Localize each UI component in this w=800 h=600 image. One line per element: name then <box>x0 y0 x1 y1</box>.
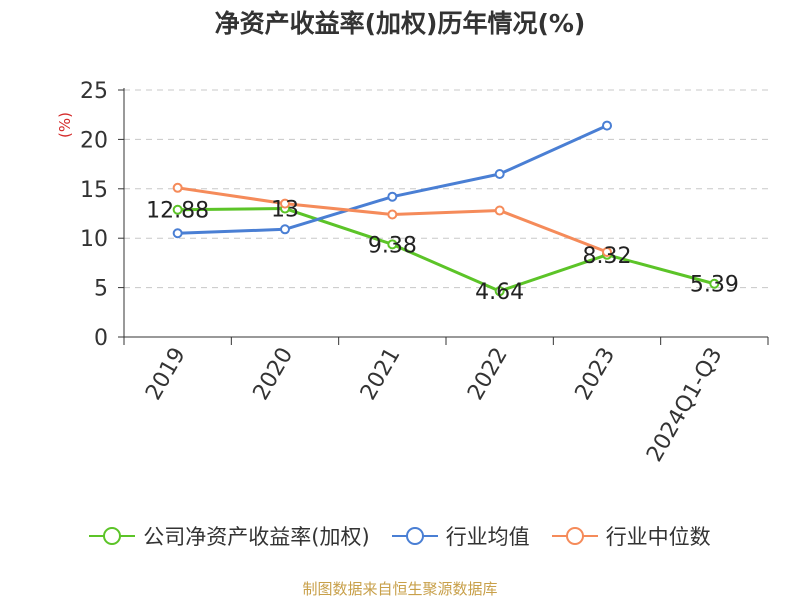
data-label: 12.88 <box>146 199 209 224</box>
data-point <box>494 168 505 179</box>
y-axis-label: (%) <box>56 112 74 138</box>
x-tick-label: 2022 <box>463 344 513 405</box>
data-point <box>280 224 290 235</box>
data-point <box>387 191 398 202</box>
x-tick-label: 2023 <box>571 344 621 405</box>
y-tick-label: 0 <box>94 326 108 351</box>
legend-line-circle-icon <box>89 527 136 545</box>
legend-line-circle-icon <box>391 527 438 545</box>
legend-item-industry-median[interactable]: 行业中位数 <box>551 521 711 551</box>
x-tick-label: 2024Q1-Q3 <box>642 344 727 467</box>
grid-lines <box>124 89 768 289</box>
data-labels: 12.88 13 9.38 4.64 8.32 5.39 <box>146 198 739 306</box>
data-point <box>172 228 183 239</box>
legend-label: 行业中位数 <box>605 525 711 549</box>
series-line-0 <box>177 207 715 293</box>
x-tick-label: 2021 <box>356 344 406 405</box>
data-point <box>494 286 505 297</box>
legend-label: 公司净资产收益率(加权) <box>143 525 370 549</box>
y-tick-label: 25 <box>80 79 108 104</box>
y-tick-label: 20 <box>80 128 108 153</box>
data-point <box>494 205 505 216</box>
data-label: 5.39 <box>690 273 739 298</box>
legend-item-company-roe[interactable]: 公司净资产收益率(加权) <box>89 521 370 551</box>
data-point <box>172 182 183 193</box>
series-lines <box>172 120 720 297</box>
chart-title: 净资产收益率(加权)历年情况(%) <box>214 9 586 38</box>
legend: 公司净资产收益率(加权) 行业均值 行业中位数 <box>0 518 800 554</box>
data-label: 8.32 <box>583 244 632 269</box>
y-tick-label: 10 <box>80 227 108 252</box>
x-tick-label: 2020 <box>249 344 299 405</box>
legend-label: 行业均值 <box>445 525 530 549</box>
axes: 0 5 10 15 20 25 (%) 2019 2020 2021 2022 2023 2024Q1-… <box>56 79 769 467</box>
data-point <box>172 204 183 215</box>
x-tick-label: 2019 <box>141 344 191 405</box>
legend-line-circle-icon <box>551 527 598 545</box>
y-tick-label: 15 <box>80 178 108 203</box>
source-note: 制图数据来自恒生聚源数据库 <box>302 580 498 598</box>
y-tick-label: 5 <box>94 277 108 302</box>
data-point <box>280 198 290 209</box>
data-label: 4.64 <box>475 280 524 305</box>
data-label: 9.38 <box>368 233 417 258</box>
data-point <box>602 120 612 131</box>
data-point <box>602 247 612 258</box>
data-label: 13 <box>271 198 299 223</box>
legend-item-industry-mean[interactable]: 行业均值 <box>391 521 530 551</box>
data-point <box>387 209 398 220</box>
data-point <box>709 278 720 289</box>
data-point <box>387 239 398 250</box>
